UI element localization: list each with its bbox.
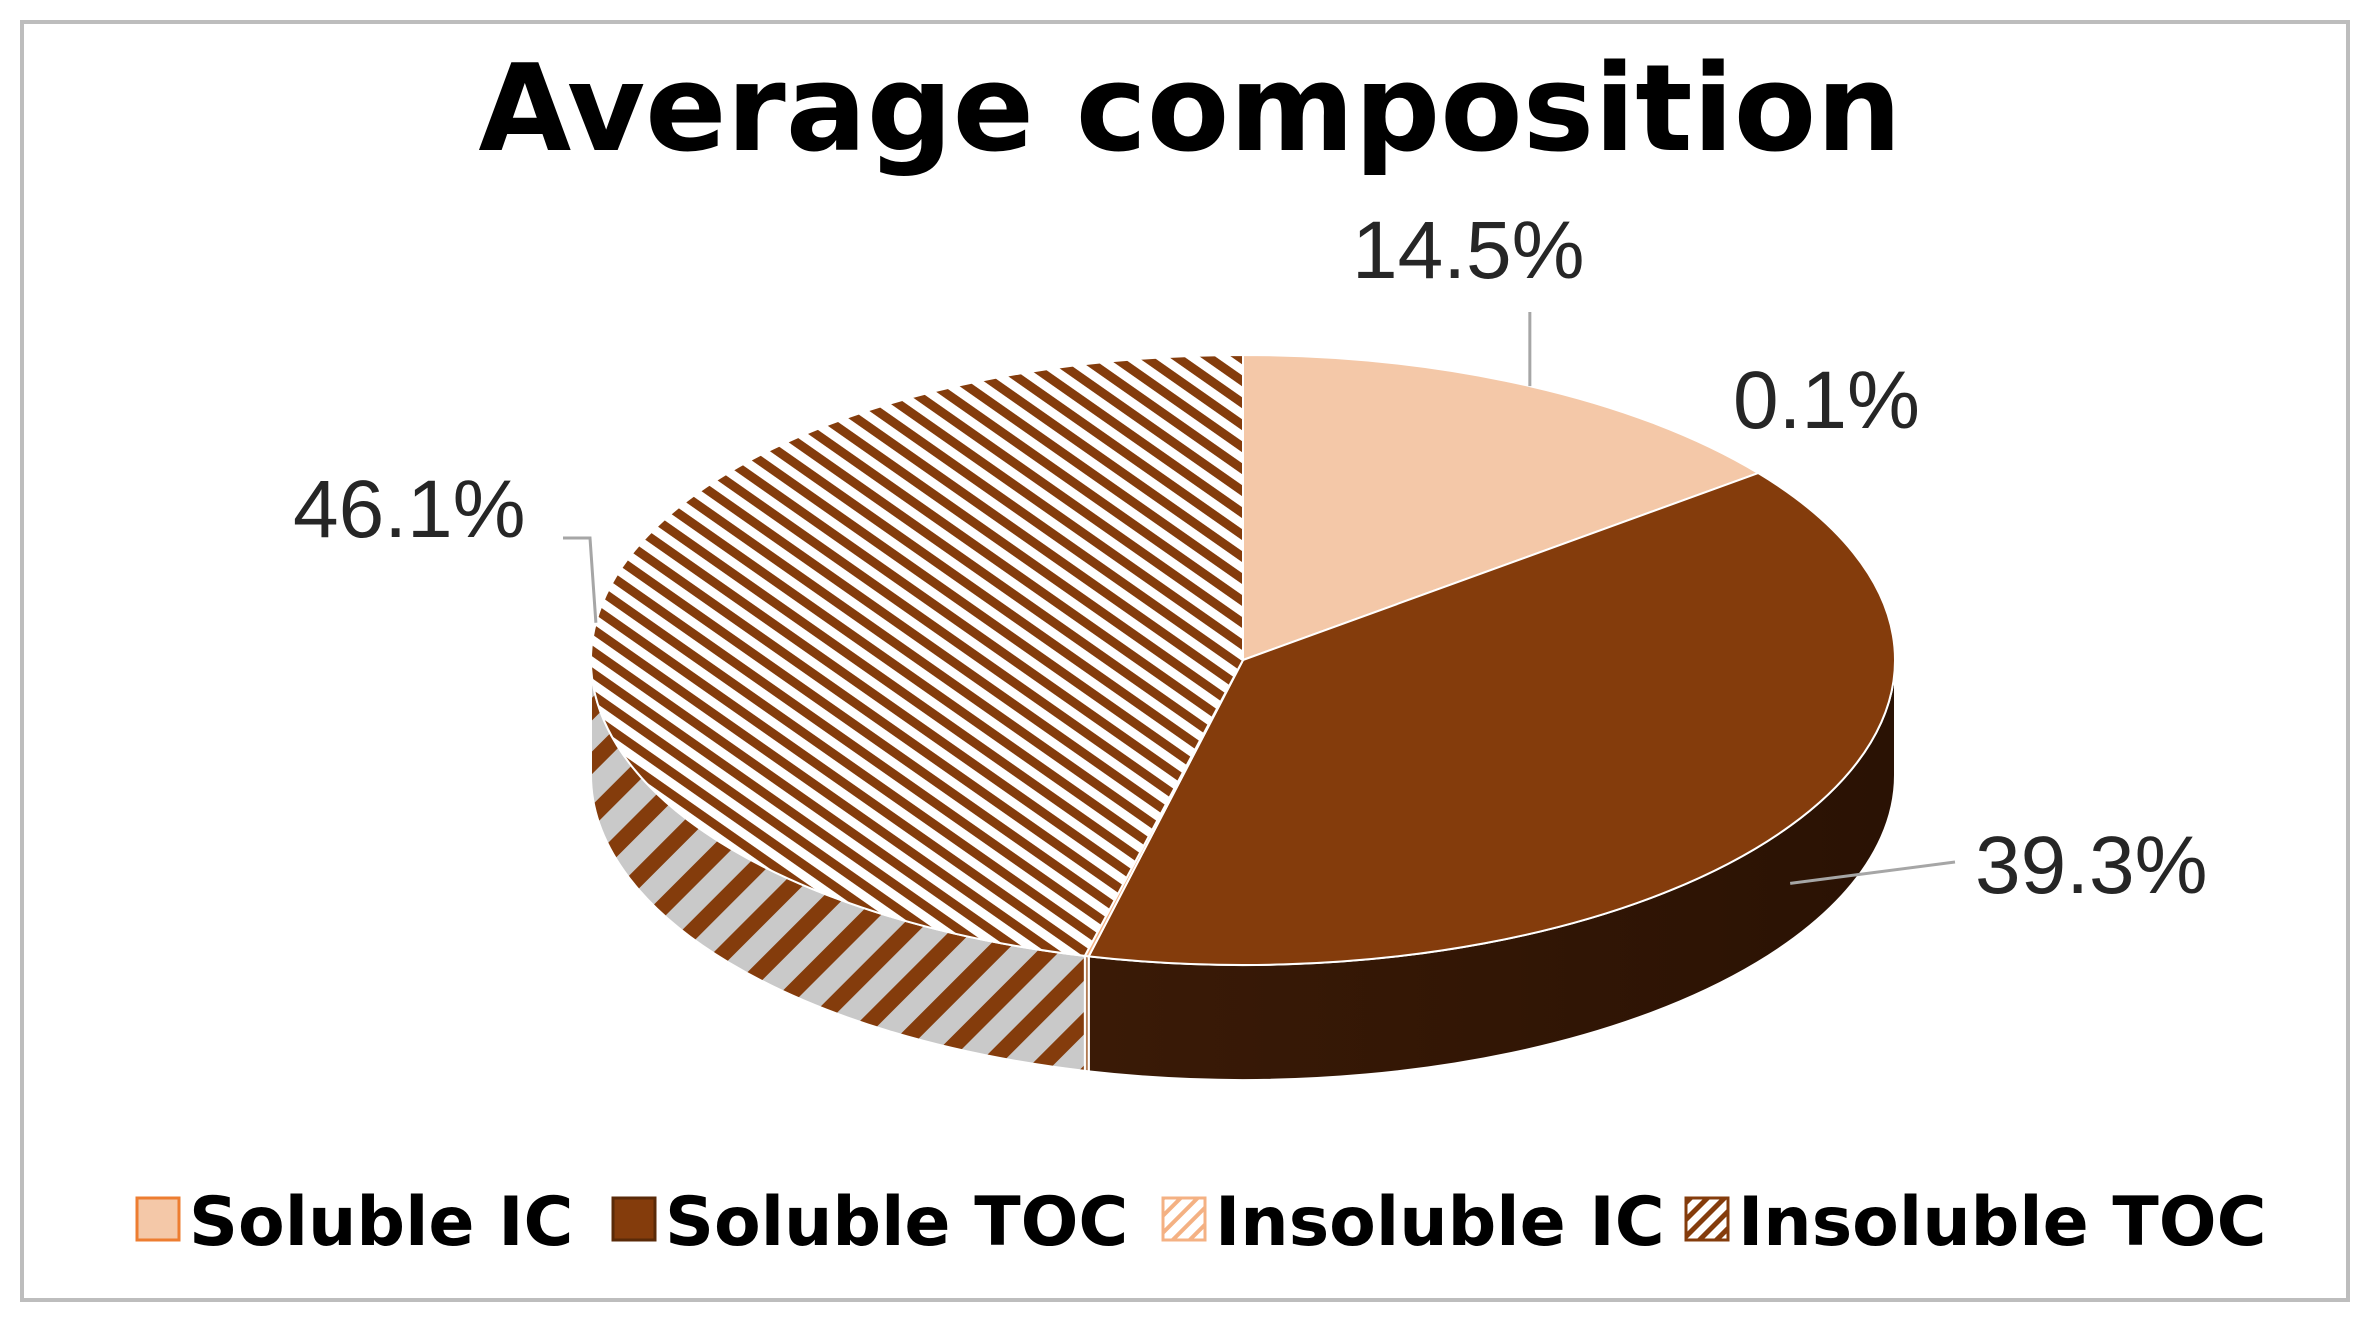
legend-label-soluble-toc: Soluble TOC: [665, 1183, 1128, 1262]
legend-item-soluble-ic: Soluble IC: [135, 1183, 573, 1262]
legend-item-insoluble-toc: Insoluble TOC: [1684, 1183, 2267, 1262]
leader-line-soluble-toc: [1789, 860, 1956, 885]
legend-swatch-soluble-ic: [135, 1196, 181, 1242]
legend-swatch-insoluble-ic: [1161, 1196, 1207, 1242]
leader-line-insoluble-toc: [563, 536, 598, 623]
legend-item-soluble-toc: Soluble TOC: [611, 1183, 1128, 1262]
label-leader-lines: [563, 312, 1956, 885]
legend-swatch-insoluble-toc: [1684, 1196, 1730, 1242]
data-label-soluble-ic: 14.5%: [1352, 205, 1585, 296]
pie-top-faces: [590, 353, 1896, 966]
data-label-insoluble-toc: 46.1%: [293, 464, 526, 555]
legend-item-insoluble-ic: Insoluble IC: [1161, 1183, 1665, 1262]
legend-label-insoluble-ic: Insoluble IC: [1215, 1183, 1665, 1262]
chart-title: Average composition: [478, 40, 1901, 179]
legend-label-insoluble-toc: Insoluble TOC: [1738, 1183, 2267, 1262]
legend: Soluble IC Soluble TOC Insoluble IC Inso…: [135, 1183, 2267, 1262]
data-label-insoluble-ic: 0.1%: [1733, 355, 1920, 446]
legend-swatch-soluble-toc: [611, 1196, 657, 1242]
legend-label-soluble-ic: Soluble IC: [189, 1183, 573, 1262]
data-label-soluble-toc: 39.3%: [1975, 820, 2208, 911]
pie-slice-soluble-toc: [1087, 471, 1896, 966]
pie-slice-insoluble-toc: [590, 353, 1244, 957]
